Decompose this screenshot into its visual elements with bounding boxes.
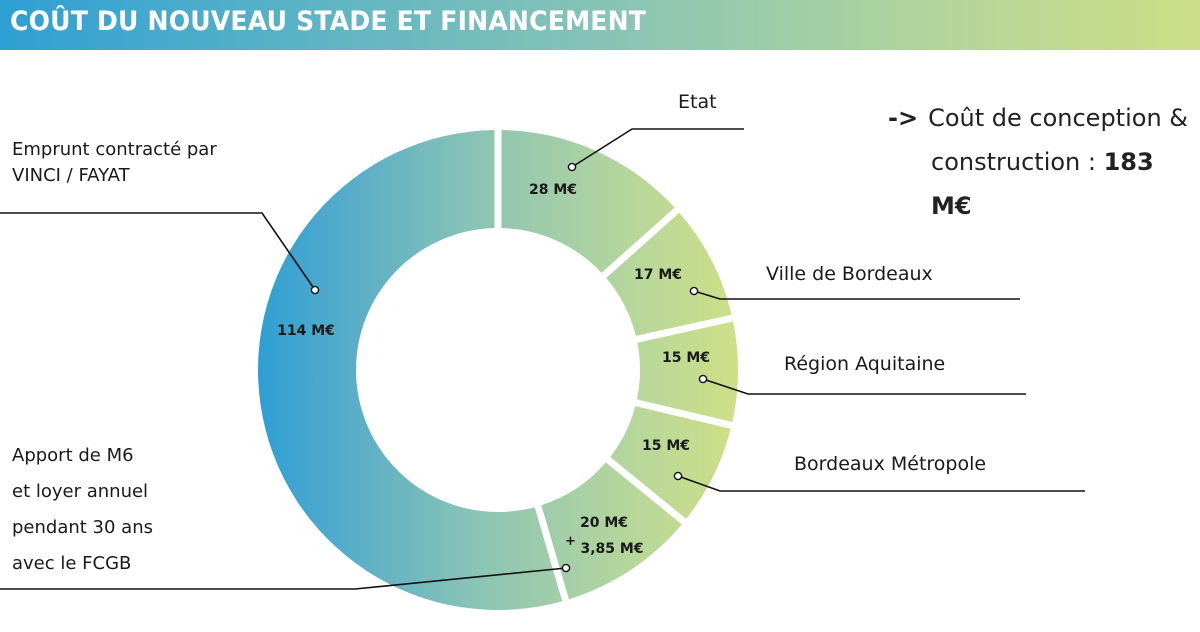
leader-dot-2 <box>698 374 708 384</box>
plus-sign: + <box>565 534 576 549</box>
title-banner: COÛT DU NOUVEAU STADE ET FINANCEMENT <box>0 0 1200 50</box>
label-emprunt-line1: Emprunt contracté par <box>12 139 217 160</box>
label-apport: Apport de M6 et loyer annuel pendant 30 … <box>12 438 153 582</box>
slice-4 <box>541 462 682 600</box>
value-label-1: 17 M€ <box>634 267 682 283</box>
leader-lines <box>0 128 1085 590</box>
slice-2 <box>636 321 738 423</box>
slice-1 <box>606 212 732 336</box>
leader-dot-4 <box>561 563 571 573</box>
label-ville: Ville de Bordeaux <box>766 263 933 285</box>
cost-line1: Coût de conception & <box>928 104 1188 132</box>
cost-note: -> Coût de conception & construction : 18… <box>888 96 1200 228</box>
value-label-0: 28 M€ <box>529 182 577 198</box>
value-label-extra: 3,85 M€ <box>580 541 643 557</box>
slice-5 <box>258 130 563 611</box>
leader-dot-0 <box>567 162 577 172</box>
value-labels: 28 M€ 17 M€ 15 M€ 15 M€ 20 M€ + 3,85 M€ 114 M€ <box>277 182 710 557</box>
value-label-3: 15 M€ <box>642 438 690 454</box>
donut-slices <box>258 130 738 611</box>
leader-line-0 <box>571 128 744 168</box>
cost-line2-prefix: construction : <box>931 148 1104 176</box>
cost-total: 183 M€ <box>931 148 1154 220</box>
label-emprunt: Emprunt contracté par VINCI / FAYAT <box>12 132 217 194</box>
label-emprunt-line2: VINCI / FAYAT <box>12 165 130 186</box>
leader-line-2 <box>702 378 1026 395</box>
label-region: Région Aquitaine <box>784 353 946 375</box>
label-apport-line2: et loyer annuel <box>12 481 149 502</box>
leader-line-1 <box>693 290 1020 300</box>
label-metropole: Bordeaux Métropole <box>794 453 987 475</box>
arrow-icon: -> <box>888 104 919 132</box>
value-label-4: 20 M€ <box>580 515 628 531</box>
value-label-2: 15 M€ <box>662 350 710 366</box>
label-etat: Etat <box>678 91 717 113</box>
leader-line-3 <box>677 475 1085 492</box>
leader-line-4 <box>0 567 567 590</box>
leader-dot-3 <box>673 471 683 481</box>
label-apport-line4: avec le FCGB <box>12 553 132 574</box>
slice-3 <box>610 406 731 519</box>
leader-line-5 <box>0 212 316 291</box>
page-title: COÛT DU NOUVEAU STADE ET FINANCEMENT <box>10 6 647 37</box>
label-apport-line1: Apport de M6 <box>12 445 134 466</box>
leader-dot-1 <box>689 286 699 296</box>
label-apport-line3: pendant 30 ans <box>12 517 153 538</box>
value-label-5: 114 M€ <box>277 323 335 339</box>
leader-dot-5 <box>310 285 320 295</box>
slice-0 <box>501 130 675 273</box>
